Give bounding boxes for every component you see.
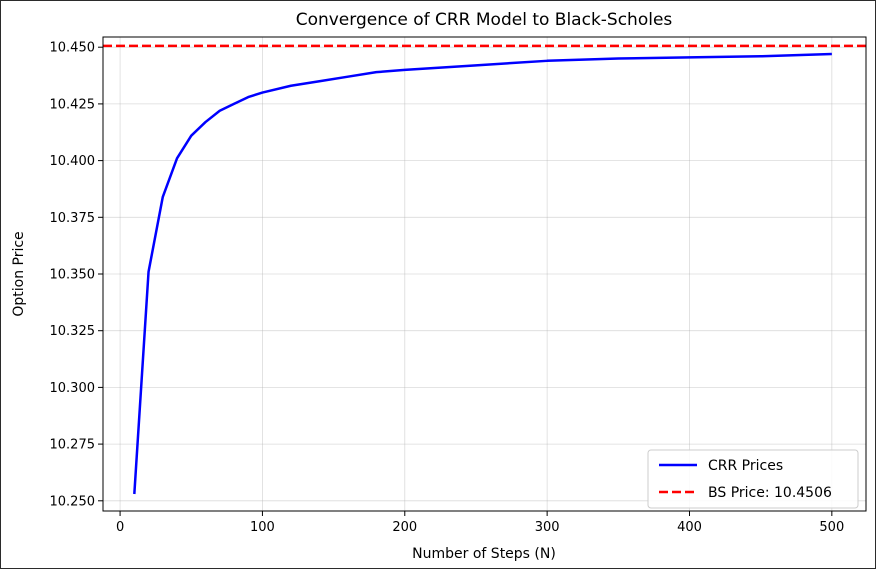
legend-label-bs: BS Price: 10.4506 bbox=[708, 485, 832, 501]
x-tick-label: 200 bbox=[392, 520, 417, 535]
y-tick-label: 10.375 bbox=[50, 211, 96, 226]
x-tick-label: 500 bbox=[819, 520, 844, 535]
x-tick-label: 300 bbox=[535, 520, 560, 535]
x-tick-label: 400 bbox=[677, 520, 702, 535]
crr-prices-line bbox=[133, 52, 832, 495]
y-tick-label: 10.275 bbox=[50, 438, 96, 453]
x-axis-label: Number of Steps (N) bbox=[412, 546, 556, 562]
plot-border bbox=[102, 36, 867, 512]
legend: CRR Prices BS Price: 10.4506 bbox=[647, 449, 859, 509]
series-group bbox=[103, 44, 866, 495]
x-tick-label: 100 bbox=[250, 520, 275, 535]
y-tick-label: 10.400 bbox=[50, 154, 96, 169]
x-ticks: 0 100 200 300 400 500 bbox=[116, 511, 844, 535]
y-tick-label: 10.300 bbox=[50, 381, 96, 396]
legend-label-crr: CRR Prices bbox=[708, 458, 783, 474]
y-axis-label: Option Price bbox=[11, 231, 27, 316]
legend-box bbox=[647, 449, 859, 509]
x-tick-label: 0 bbox=[116, 520, 124, 535]
y-tick-label: 10.425 bbox=[50, 97, 96, 112]
y-tick-label: 10.350 bbox=[50, 268, 96, 283]
y-tick-label: 10.325 bbox=[50, 324, 96, 339]
y-tick-label: 10.450 bbox=[50, 41, 96, 56]
grid bbox=[103, 37, 866, 511]
y-tick-label: 10.250 bbox=[50, 494, 96, 509]
chart-title: Convergence of CRR Model to Black-Schole… bbox=[296, 10, 673, 30]
y-ticks: 10.250 10.275 10.300 10.325 10.350 10.375 10.4… bbox=[50, 41, 103, 509]
